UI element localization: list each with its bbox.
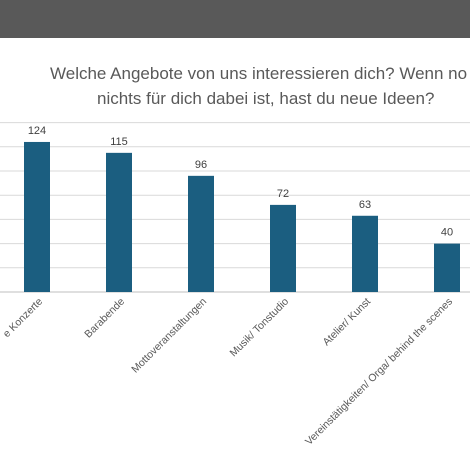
x-tick-label: Vereinstätigkeiten/ Orga/ behind the sce… [303,296,455,448]
value-label: 124 [28,125,46,137]
value-label: 40 [441,227,453,239]
bar [24,141,50,292]
x-tick-label: Musik/ Tonstudio [227,296,291,360]
top-bar [0,0,470,38]
x-tick-label: e Konzerte [1,296,46,341]
chart-title-line: Welche Angebote von uns interessieren di… [50,64,467,83]
value-label: 96 [195,159,207,171]
x-tick-label: Atelier/ Kunst [320,296,373,349]
bar [434,243,460,292]
x-tick-label: Barabende [82,296,127,341]
bar [270,204,296,292]
value-label: 72 [277,188,289,200]
bar [188,175,214,292]
bar [352,215,378,292]
value-label: 63 [359,199,371,211]
chart-title-line: nichts für dich dabei ist, hast du neue … [97,89,434,108]
bar [106,152,132,292]
value-label: 115 [110,136,128,148]
x-tick-label: Mottoveranstaltungen [129,296,209,376]
